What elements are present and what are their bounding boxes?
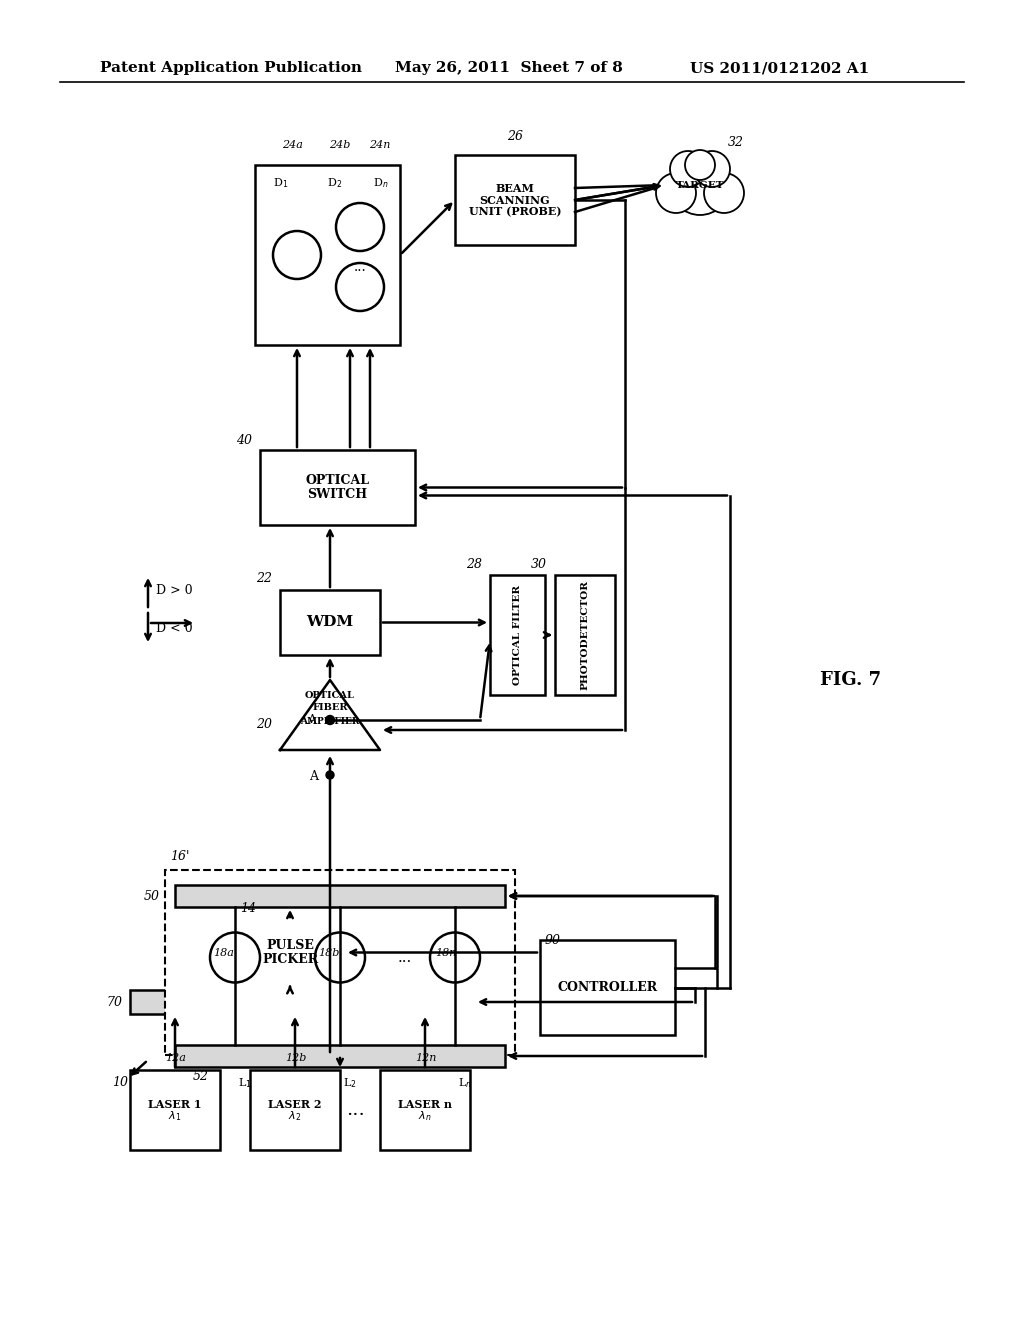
Text: A: A [307,714,316,726]
Bar [490,576,545,696]
Bar [280,590,380,655]
Circle shape [694,150,730,187]
Text: D < 0: D < 0 [156,622,193,635]
Text: 40: 40 [236,433,252,446]
Text: TARGET: TARGET [676,181,724,190]
Text: SCANNING: SCANNING [479,194,550,206]
Text: LASER 2: LASER 2 [268,1098,322,1110]
Text: 52: 52 [193,1071,209,1084]
Circle shape [326,771,334,779]
Text: 12a: 12a [165,1053,186,1063]
Text: ...: ... [398,950,412,965]
Text: D$_2$: D$_2$ [327,176,342,190]
Bar [255,165,400,345]
Circle shape [705,173,744,213]
Text: 22: 22 [256,572,272,585]
Text: May 26, 2011  Sheet 7 of 8: May 26, 2011 Sheet 7 of 8 [395,61,623,75]
Bar [455,154,575,246]
Text: 20: 20 [256,718,272,731]
Text: 30: 30 [531,558,547,572]
Text: ...: ... [346,1101,365,1119]
Text: PHOTODETECTOR: PHOTODETECTOR [581,579,590,690]
Bar [175,1045,505,1067]
Text: FIBER: FIBER [312,704,348,713]
Text: 18b: 18b [318,948,339,957]
Text: D$_n$: D$_n$ [373,176,388,190]
Text: 24a: 24a [282,140,302,150]
Text: US 2011/0121202 A1: US 2011/0121202 A1 [690,61,869,75]
Text: 32: 32 [728,136,744,149]
Text: LASER 1: LASER 1 [148,1098,202,1110]
Bar [130,990,475,1014]
Bar [380,1071,470,1150]
Text: $\lambda_n$: $\lambda_n$ [418,1109,432,1123]
Text: 24n: 24n [370,140,391,150]
Text: UNIT (PROBE): UNIT (PROBE) [469,206,561,218]
Bar [234,920,345,985]
Bar [165,870,515,1055]
Circle shape [326,715,335,725]
Circle shape [656,173,696,213]
Text: 18n: 18n [435,948,457,957]
Circle shape [685,150,715,180]
Text: AMPLIFIER: AMPLIFIER [300,717,359,726]
Bar [260,450,415,525]
Text: OPTICAL FILTER: OPTICAL FILTER [513,585,522,685]
Text: 28: 28 [466,558,482,572]
Text: 70: 70 [106,995,122,1008]
Text: L$_2$: L$_2$ [343,1076,356,1090]
Text: 16': 16' [170,850,189,862]
Text: OPTICAL: OPTICAL [305,690,355,700]
Circle shape [670,154,730,215]
Text: ...: ... [353,260,367,275]
Bar [555,576,615,696]
Text: 24b: 24b [330,140,350,150]
Text: PULSE: PULSE [266,940,314,952]
Text: WDM: WDM [306,615,353,630]
Text: BEAM: BEAM [496,182,535,194]
Text: PICKER: PICKER [262,953,318,966]
Text: 12n: 12n [415,1053,436,1063]
Text: A: A [309,771,318,784]
Text: $\lambda_1$: $\lambda_1$ [168,1109,181,1123]
Text: LASER n: LASER n [398,1098,452,1110]
Bar [250,1071,340,1150]
Text: FIG. 7: FIG. 7 [820,671,881,689]
Text: L$_1$: L$_1$ [238,1076,252,1090]
Bar [175,884,505,907]
Circle shape [670,150,706,187]
Text: $\lambda_2$: $\lambda_2$ [289,1109,302,1123]
Bar [130,1071,220,1150]
Text: Patent Application Publication: Patent Application Publication [100,61,362,75]
Text: 90: 90 [545,935,561,946]
Text: D > 0: D > 0 [156,583,193,597]
Text: SWITCH: SWITCH [307,488,368,500]
Text: OPTICAL: OPTICAL [305,474,370,487]
Text: L$_n$: L$_n$ [458,1076,472,1090]
Text: CONTROLLER: CONTROLLER [557,981,657,994]
Text: 12b: 12b [285,1053,306,1063]
Text: 14: 14 [240,902,256,915]
Text: 26: 26 [507,131,523,144]
Bar [540,940,675,1035]
Text: 18a: 18a [213,948,233,957]
Text: 10: 10 [112,1076,128,1089]
Text: 50: 50 [144,890,160,903]
Text: D$_1$: D$_1$ [273,176,289,190]
